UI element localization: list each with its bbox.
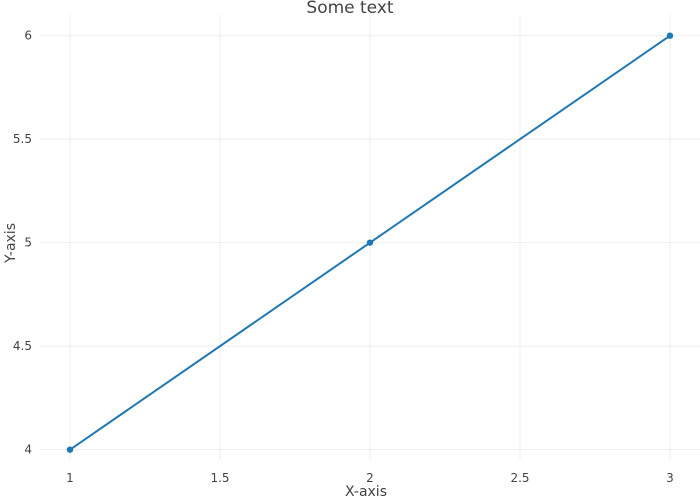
data-point	[366, 239, 374, 246]
x-axis-title: X-axis	[345, 484, 387, 500]
y-tick-label: 4.5	[13, 339, 32, 353]
y-tick-labels: 4 4.5 5 5.5 6	[13, 29, 32, 457]
y-tick-label: 5	[24, 236, 32, 250]
y-tick-label: 4	[24, 443, 32, 457]
y-gridlines	[40, 35, 700, 451]
data-point	[666, 32, 674, 39]
y-tick-label: 6	[24, 29, 32, 43]
x-tick-label: 2	[366, 471, 374, 485]
x-tick-label: 3	[666, 471, 674, 485]
series-layer	[66, 32, 674, 453]
x-tick-label: 2.5	[510, 471, 529, 485]
chart-title: Some text	[306, 0, 394, 18]
x-tick-label: 1.5	[210, 471, 229, 485]
y-axis-title: Y-axis	[3, 223, 19, 264]
data-point	[66, 446, 74, 453]
x-gridlines	[69, 15, 671, 460]
x-tick-label: 1	[66, 471, 74, 485]
y-tick-label: 5.5	[13, 132, 32, 146]
x-tick-labels: 1 1.5 2 2.5 3	[66, 471, 674, 485]
